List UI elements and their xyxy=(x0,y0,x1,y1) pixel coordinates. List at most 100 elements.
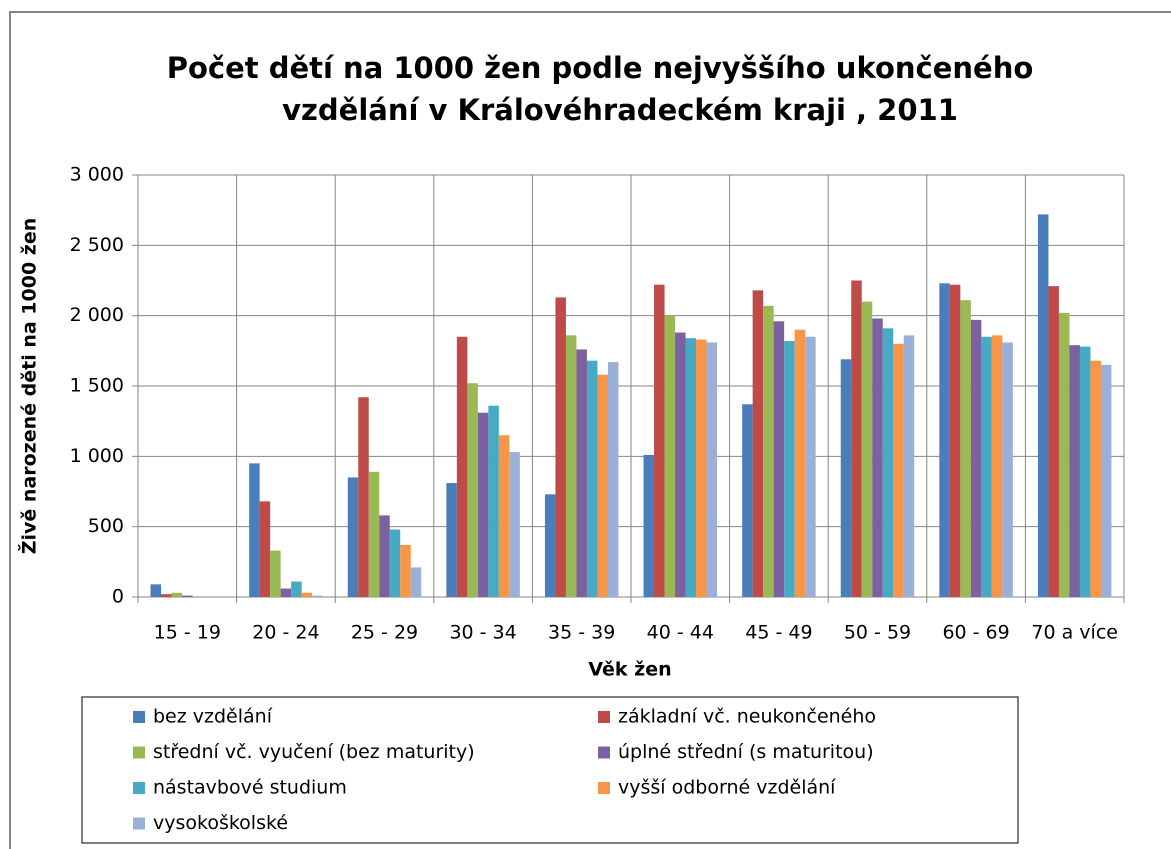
bar xyxy=(509,452,520,597)
chart-title: Počet dětí na 1000 žen podle nejvyššího … xyxy=(167,51,1034,85)
x-tick-label: 25 - 29 xyxy=(351,622,418,644)
bar xyxy=(840,359,852,597)
bar xyxy=(410,567,422,597)
bar xyxy=(851,280,862,597)
bar xyxy=(773,321,785,597)
legend-label: střední vč. vyučení (bez maturity) xyxy=(153,741,475,763)
bar xyxy=(784,340,795,597)
legend-box xyxy=(81,696,1019,844)
bar xyxy=(607,362,619,597)
bar xyxy=(150,584,162,597)
bar xyxy=(752,290,764,597)
bar xyxy=(794,329,806,597)
bar xyxy=(1048,286,1059,597)
legend-label: vysokoškolské xyxy=(153,812,288,834)
bar xyxy=(270,550,281,597)
legend-swatch xyxy=(133,817,145,830)
x-tick-label: 35 - 39 xyxy=(548,622,615,644)
bar xyxy=(861,301,873,597)
legend-swatch xyxy=(133,782,145,794)
bar xyxy=(643,454,655,597)
bar xyxy=(171,592,183,597)
bar xyxy=(742,404,753,597)
bar xyxy=(249,463,260,597)
bar xyxy=(763,305,774,597)
bar xyxy=(565,335,577,597)
bar xyxy=(1037,214,1049,598)
legend-swatch xyxy=(133,746,145,759)
y-tick-label: 3 000 xyxy=(70,164,124,186)
bar xyxy=(400,544,411,597)
bar xyxy=(368,471,380,597)
x-tick-label: 60 - 69 xyxy=(942,622,1009,644)
bar xyxy=(664,315,676,597)
bar xyxy=(805,336,816,597)
y-tick-label: 0 xyxy=(112,586,124,608)
legend-swatch xyxy=(598,746,610,759)
legend-swatch xyxy=(133,711,145,723)
y-tick-label: 1 000 xyxy=(70,445,124,467)
x-tick-label: 30 - 34 xyxy=(449,622,516,644)
bar xyxy=(991,335,1003,597)
y-tick-label: 500 xyxy=(88,515,124,537)
bar xyxy=(654,284,665,597)
bar xyxy=(706,342,718,597)
bar xyxy=(939,283,950,597)
bar xyxy=(893,343,904,597)
bar xyxy=(291,581,302,597)
bar xyxy=(379,515,390,597)
bar xyxy=(182,595,193,597)
legend-label: nástavbové studium xyxy=(153,777,347,799)
x-tick-label: 40 - 44 xyxy=(647,622,714,644)
x-axis-label: Věk žen xyxy=(588,659,671,681)
bar xyxy=(576,349,587,597)
x-tick-label: 45 - 49 xyxy=(745,622,812,644)
bar xyxy=(467,383,478,597)
bar xyxy=(301,592,313,597)
bar xyxy=(960,300,971,597)
chart-title: vzdělání v Královéhradeckém kraji , 2011 xyxy=(282,93,958,127)
legend-swatch xyxy=(598,711,610,723)
bar xyxy=(280,588,292,597)
legend-label: vyšší odborné vzdělání xyxy=(618,777,836,799)
bar xyxy=(597,374,608,597)
bar xyxy=(981,336,992,597)
bar xyxy=(1090,360,1101,597)
bar xyxy=(498,435,510,597)
bar xyxy=(312,595,323,597)
legend-label: základní vč. neukončeného xyxy=(618,706,876,728)
bar xyxy=(347,477,359,597)
bar xyxy=(456,336,468,597)
bar xyxy=(259,501,271,597)
x-tick-label: 70 a více xyxy=(1031,622,1118,644)
y-axis-label: Živě narozené děti na 1000 žen xyxy=(18,218,41,555)
x-tick-label: 15 - 19 xyxy=(154,622,221,644)
bar xyxy=(358,397,369,597)
bar xyxy=(903,335,915,597)
bar xyxy=(161,594,172,597)
bar xyxy=(446,483,457,597)
bar xyxy=(1069,345,1080,597)
bar xyxy=(1100,364,1112,597)
bar xyxy=(586,360,598,597)
bar xyxy=(555,297,566,597)
bar xyxy=(477,412,489,597)
bar xyxy=(389,529,401,597)
bar xyxy=(675,332,686,597)
bar xyxy=(1058,312,1070,597)
bar xyxy=(949,284,961,597)
y-tick-label: 1 500 xyxy=(70,375,124,397)
bar xyxy=(882,328,894,597)
bar xyxy=(544,494,556,597)
legend-label: úplné střední (s maturitou) xyxy=(618,741,874,763)
y-tick-label: 2 000 xyxy=(70,304,124,326)
bar xyxy=(872,318,883,597)
legend-label: bez vzdělání xyxy=(153,706,273,728)
y-tick-label: 2 500 xyxy=(70,234,124,256)
bar xyxy=(685,338,697,597)
bar xyxy=(1002,342,1013,597)
x-tick-label: 50 - 59 xyxy=(844,622,911,644)
x-tick-label: 20 - 24 xyxy=(252,622,319,644)
bar xyxy=(970,319,982,597)
